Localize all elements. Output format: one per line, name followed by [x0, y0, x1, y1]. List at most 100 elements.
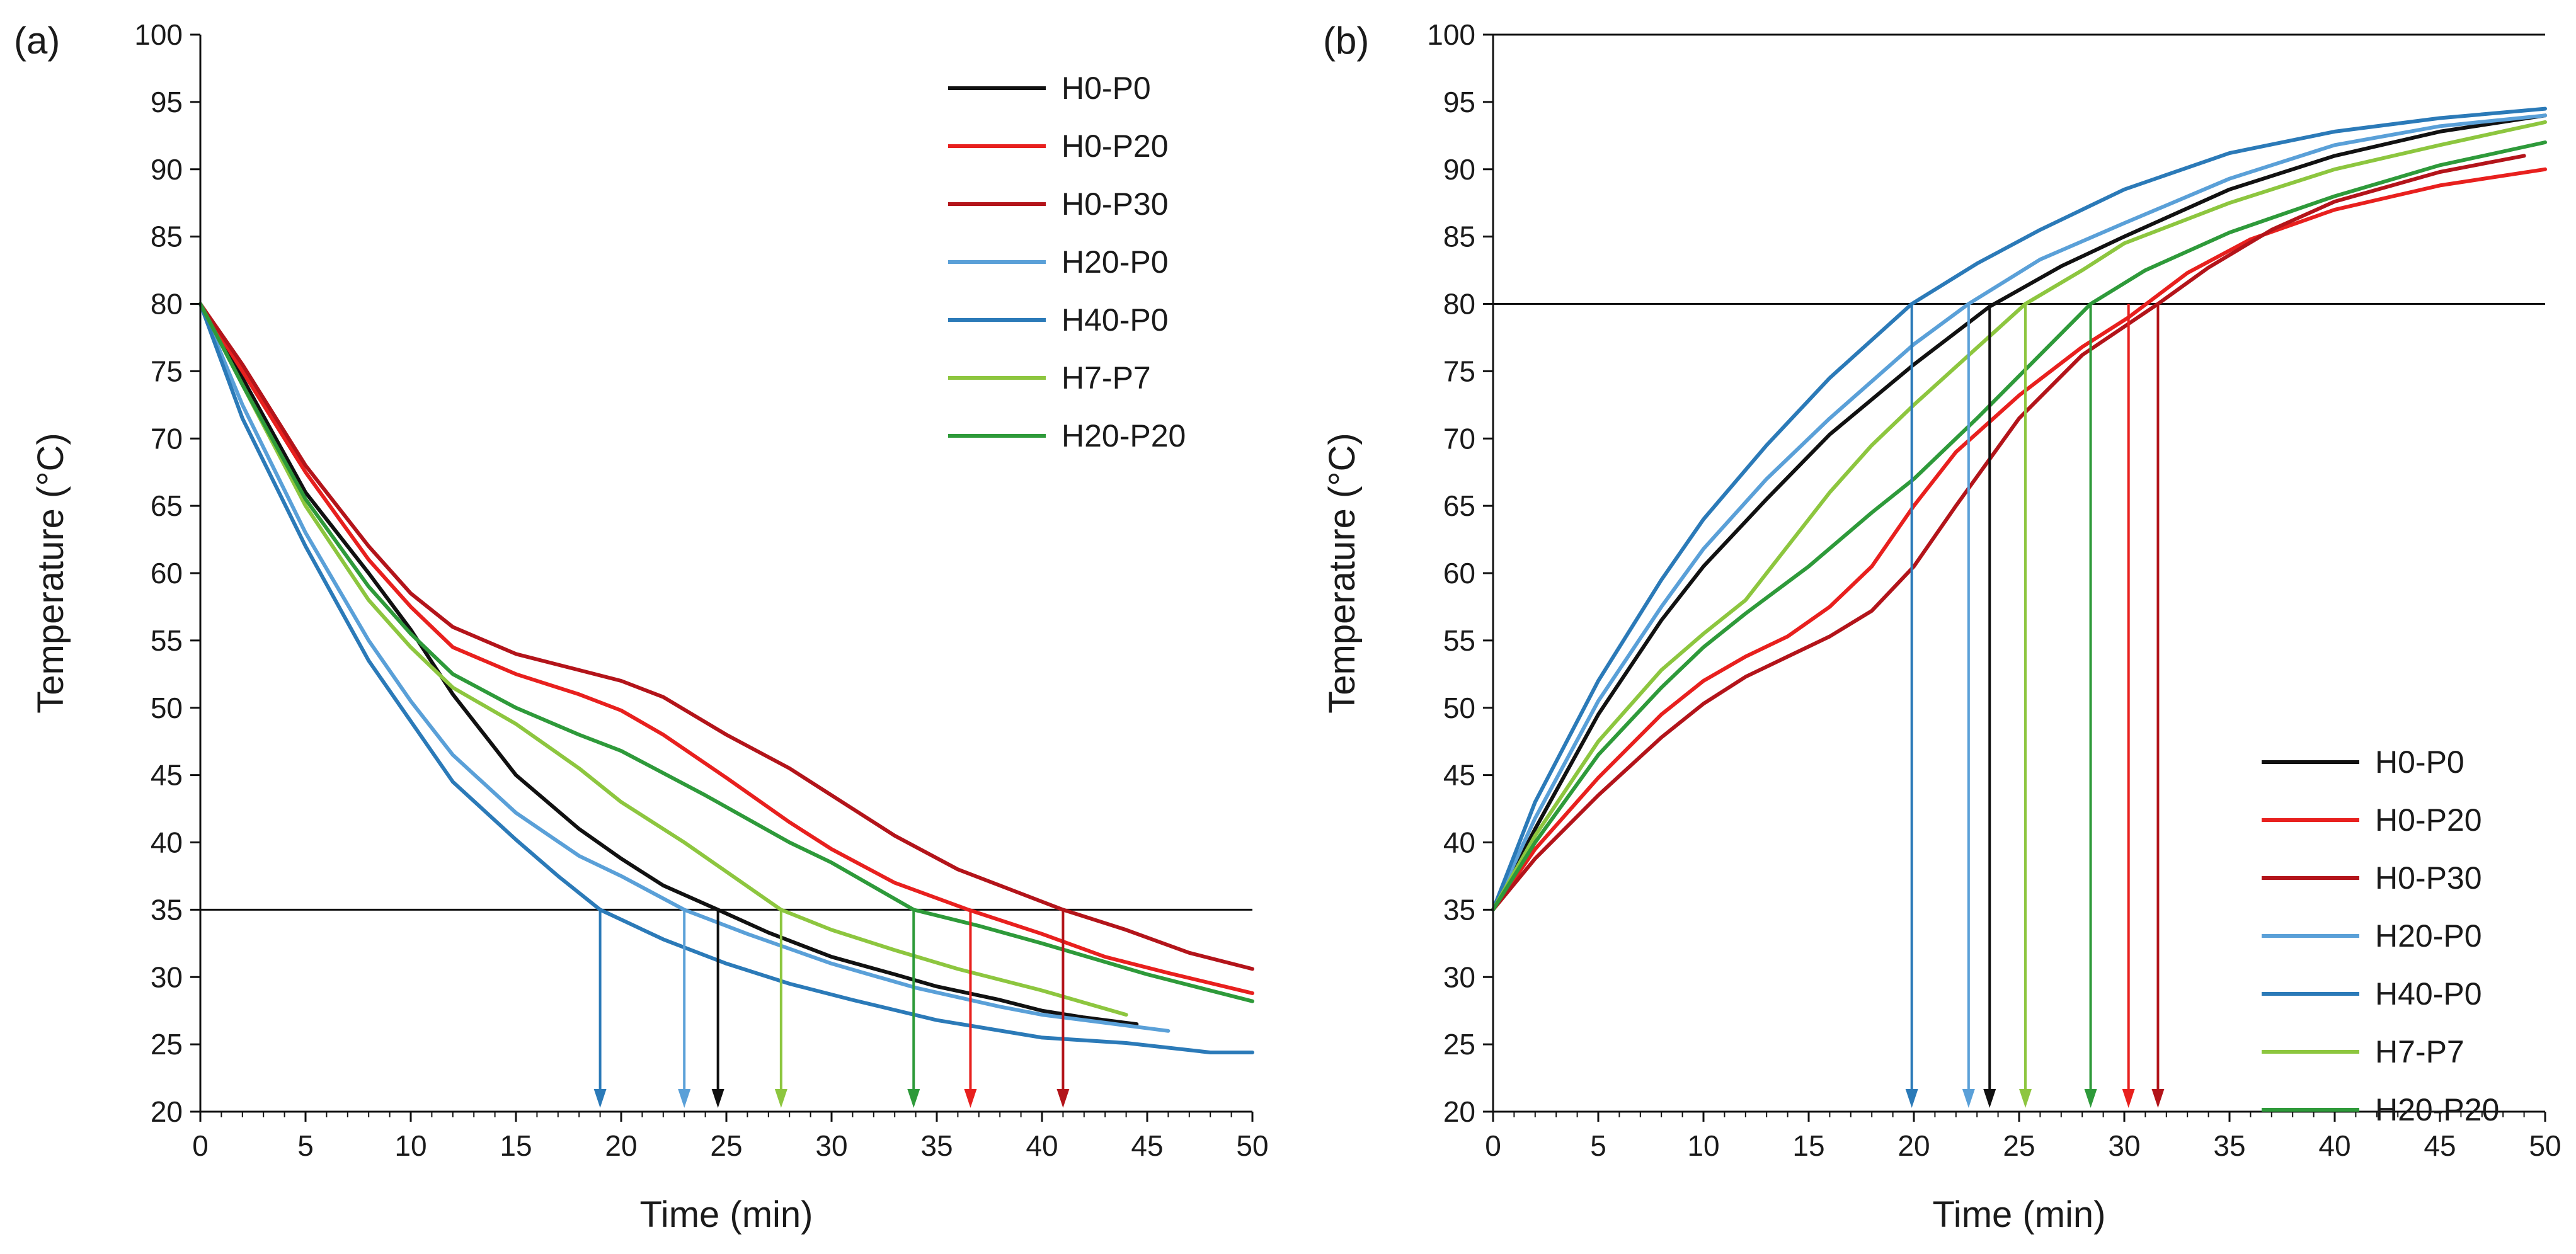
series-line-h0-p20 — [1491, 167, 2547, 912]
x-axis-title: Time (min) — [1933, 1194, 2106, 1235]
series-line-h7-p7 — [1491, 120, 2547, 912]
series-line-h0-p30 — [198, 302, 1254, 971]
y-tick-label: 25 — [1443, 1028, 1475, 1061]
y-tick-label: 20 — [151, 1095, 183, 1128]
y-tick-label: 40 — [151, 826, 183, 859]
legend-label: H20-P20 — [2375, 1092, 2499, 1127]
y-tick-label: 75 — [1443, 355, 1475, 387]
y-axis-title: Temperature (°C) — [1322, 433, 1363, 713]
y-tick-label: 45 — [1443, 759, 1475, 792]
y-tick-label: 100 — [134, 18, 183, 51]
arrow-head — [2151, 1089, 2165, 1108]
y-tick-label: 70 — [1443, 422, 1475, 455]
arrow-head — [774, 1089, 787, 1108]
y-tick-label: 35 — [1443, 893, 1475, 926]
legend-label: H0-P20 — [2375, 802, 2482, 838]
x-tick-label: 15 — [500, 1129, 532, 1162]
series-line-h40-p0 — [198, 302, 1254, 1054]
legend: H0-P0 H0-P20 H0-P30 H20-P0 H40-P0 H7-P7 H20-P2… — [948, 71, 1186, 453]
y-tick-label: 65 — [1443, 489, 1475, 522]
legend-label: H20-P20 — [1062, 418, 1186, 453]
y-tick-label: 75 — [151, 355, 183, 387]
y-axis-title: Temperature (°C) — [30, 433, 71, 713]
arrow-head — [711, 1089, 724, 1108]
series-line-h20-p0 — [198, 302, 1171, 1033]
y-tick-label: 95 — [151, 86, 183, 118]
x-tick-label: 5 — [1590, 1129, 1606, 1162]
arrow-head — [593, 1089, 607, 1108]
x-tick-label: 20 — [605, 1129, 637, 1162]
y-tick-label: 100 — [1427, 18, 1475, 51]
series-line-h40-p0 — [1491, 106, 2547, 912]
x-tick-label: 45 — [2424, 1129, 2456, 1162]
series-line-h7-p7 — [198, 302, 1128, 1017]
y-tick-label: 35 — [151, 893, 183, 926]
x-tick-label: 15 — [1792, 1129, 1824, 1162]
y-tick-label: 25 — [151, 1028, 183, 1061]
y-tick-label: 50 — [1443, 692, 1475, 724]
y-tick-label: 90 — [151, 153, 183, 186]
arrow-head — [2122, 1089, 2135, 1108]
series-line-h20-p20 — [1491, 140, 2547, 912]
series-line-h0-p20 — [198, 302, 1254, 995]
x-tick-label: 25 — [2003, 1129, 2035, 1162]
legend-label: H0-P0 — [2375, 744, 2464, 780]
x-tick-label: 50 — [1236, 1129, 1268, 1162]
x-tick-label: 5 — [297, 1129, 314, 1162]
legend-label: H40-P0 — [1062, 302, 1169, 338]
y-tick-label: 90 — [1443, 153, 1475, 186]
x-tick-label: 50 — [2529, 1129, 2561, 1162]
x-axis-title: Time (min) — [640, 1194, 813, 1235]
y-tick-label: 80 — [151, 288, 183, 321]
x-tick-label: 30 — [2108, 1129, 2140, 1162]
y-tick-label: 55 — [151, 624, 183, 657]
y-tick-label: 55 — [1443, 624, 1475, 657]
y-tick-label: 40 — [1443, 826, 1475, 859]
legend-label: H0-P30 — [1062, 186, 1169, 222]
x-tick-label: 0 — [1485, 1129, 1501, 1162]
legend-label: H0-P0 — [1062, 71, 1151, 106]
legend-label: H40-P0 — [2375, 976, 2482, 1012]
y-tick-label: 50 — [151, 692, 183, 724]
series-line-h0-p30 — [1491, 154, 2526, 912]
series-line-h20-p0 — [1491, 113, 2547, 912]
y-tick-label: 45 — [151, 759, 183, 792]
x-tick-label: 35 — [2213, 1129, 2245, 1162]
x-tick-label: 45 — [1131, 1129, 1163, 1162]
x-tick-label: 10 — [394, 1129, 426, 1162]
y-tick-label: 60 — [151, 557, 183, 590]
y-tick-label: 65 — [151, 489, 183, 522]
y-tick-label: 95 — [1443, 86, 1475, 118]
x-tick-label: 40 — [1026, 1129, 1058, 1162]
arrow-head — [678, 1089, 691, 1108]
y-tick-label: 70 — [151, 422, 183, 455]
y-tick-label: 85 — [1443, 220, 1475, 253]
series-line-h20-p20 — [198, 302, 1254, 1003]
panel-b: (b) 0 5 10 15 20 25 30 35 40 45 50 20 25 30 35 40 45 50 55 6… — [1322, 18, 2562, 1235]
panel-label: (a) — [14, 20, 60, 62]
x-tick-label: 30 — [815, 1129, 847, 1162]
arrow-head — [1983, 1089, 1996, 1108]
legend-label: H20-P0 — [2375, 918, 2482, 954]
y-tick-label: 85 — [151, 220, 183, 253]
x-tick-label: 40 — [2318, 1129, 2350, 1162]
legend: H0-P0 H0-P20 H0-P30 H20-P0 H40-P0 H7-P7 H20-P2… — [2262, 744, 2499, 1127]
arrow-head — [964, 1089, 977, 1108]
y-tick-label: 20 — [1443, 1095, 1475, 1128]
x-tick-label: 20 — [1898, 1129, 1930, 1162]
y-tick-label: 30 — [1443, 960, 1475, 993]
panel-label: (b) — [1323, 20, 1369, 62]
legend-label: H0-P20 — [1062, 128, 1169, 164]
x-tick-label: 0 — [192, 1129, 209, 1162]
x-tick-label: 10 — [1687, 1129, 1719, 1162]
series-line-h0-p0 — [198, 302, 1139, 1027]
legend-label: H7-P7 — [2375, 1034, 2464, 1069]
legend-label: H0-P30 — [2375, 860, 2482, 896]
arrow-head — [1056, 1089, 1070, 1108]
y-tick-label: 60 — [1443, 557, 1475, 590]
arrow-head — [1905, 1089, 1918, 1108]
y-tick-label: 30 — [151, 960, 183, 993]
legend-label: H7-P7 — [1062, 360, 1151, 396]
arrow-head — [2084, 1089, 2097, 1108]
